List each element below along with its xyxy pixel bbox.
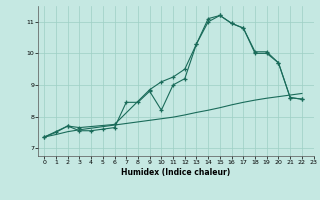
X-axis label: Humidex (Indice chaleur): Humidex (Indice chaleur)	[121, 168, 231, 177]
